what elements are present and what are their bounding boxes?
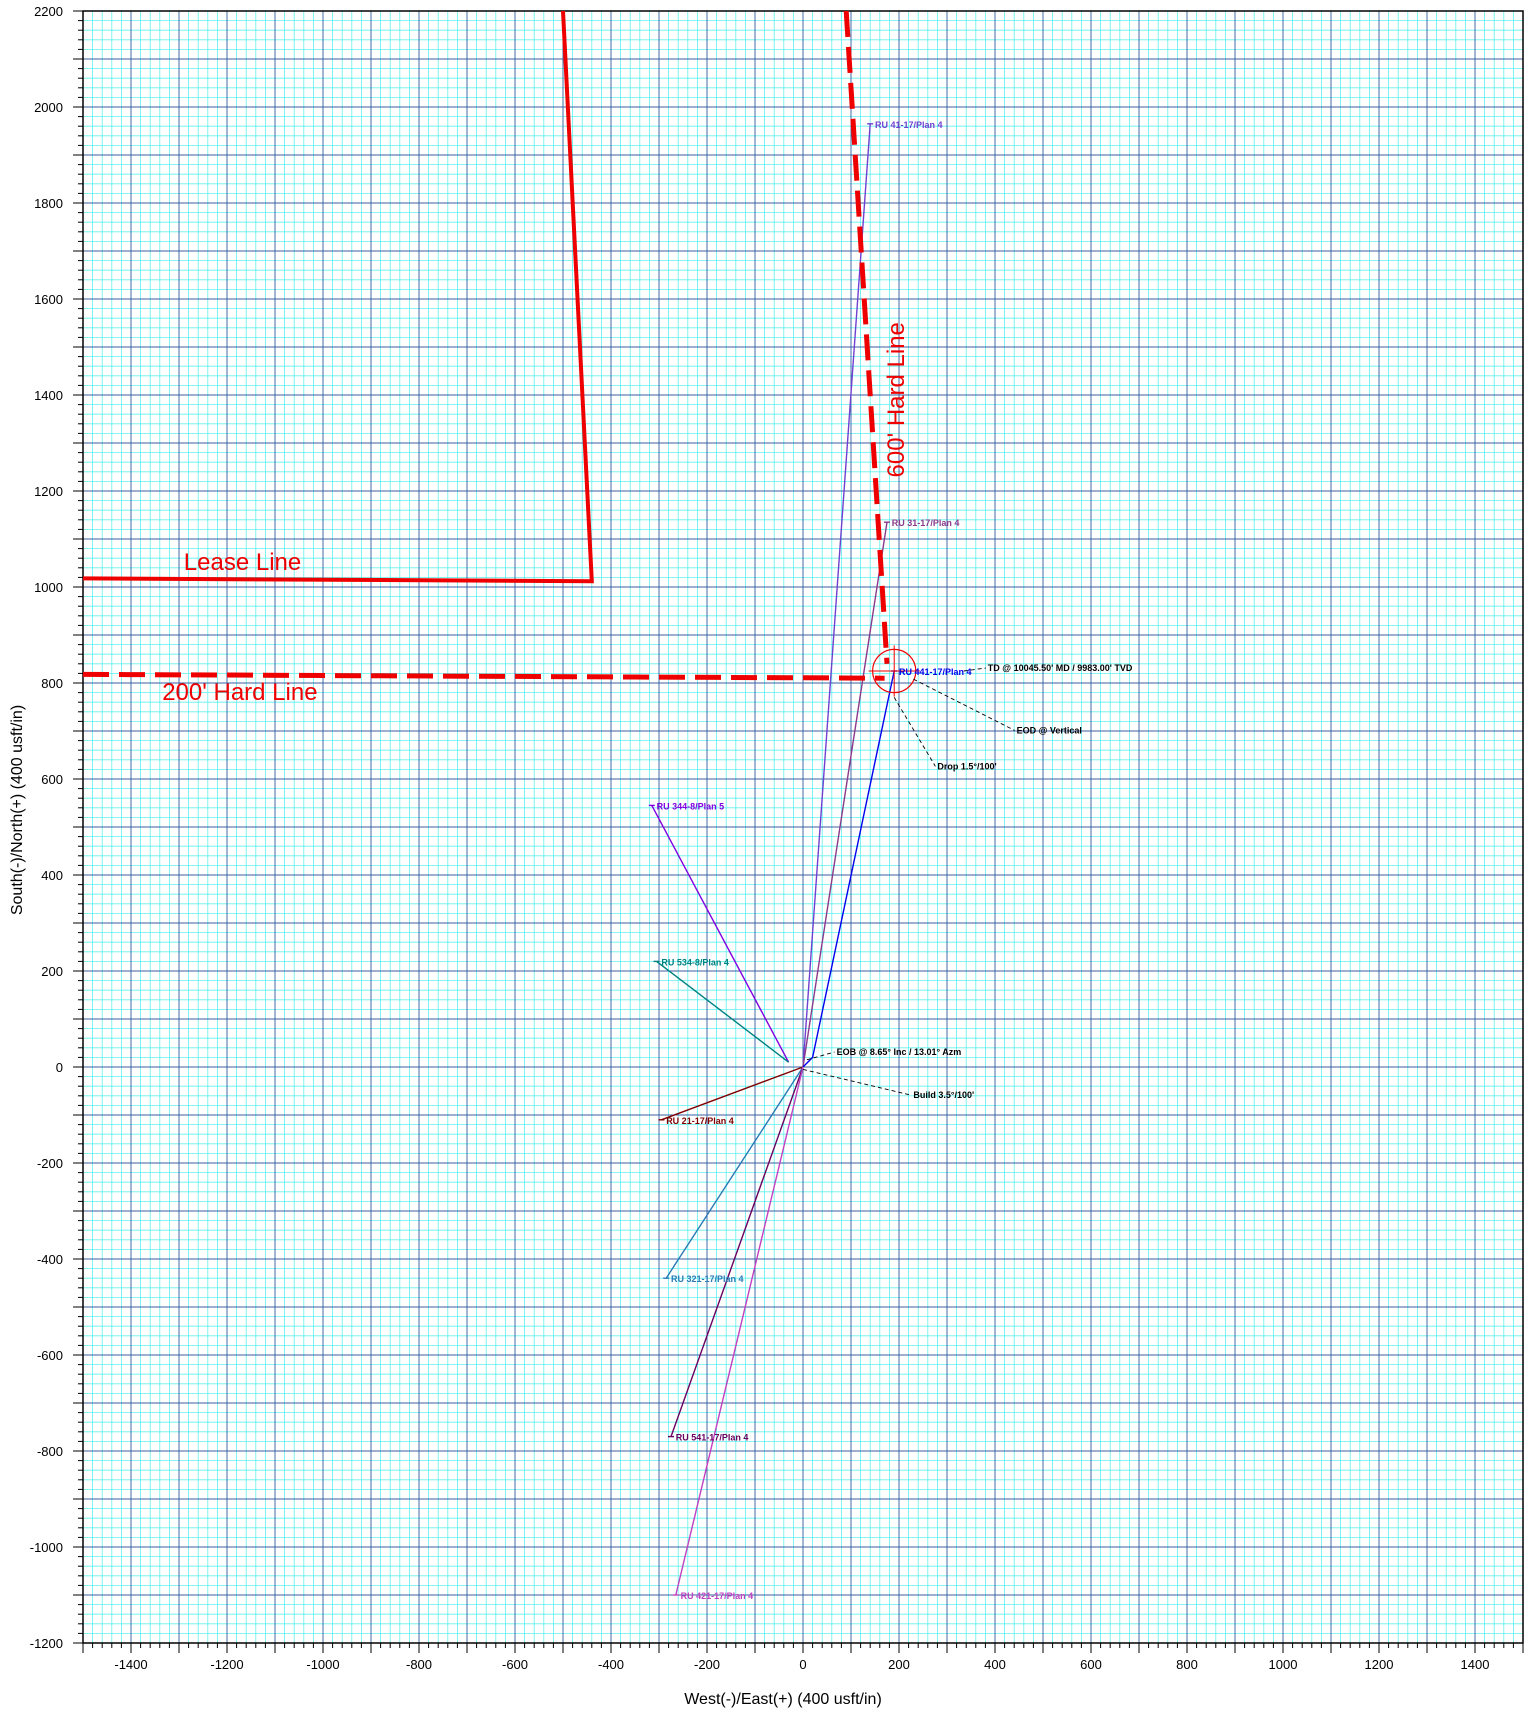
y-tick-label: 600 xyxy=(41,772,63,787)
y-tick-label: 1200 xyxy=(34,484,63,499)
y-tick-label: -400 xyxy=(37,1252,63,1267)
boundary-label: 600' Hard Line xyxy=(883,322,910,477)
x-axis-title: West(-)/East(+) (400 usft/in) xyxy=(684,1691,882,1708)
annotation-label: Build 3.5°/100' xyxy=(913,1090,974,1100)
y-tick-label: 1600 xyxy=(34,292,63,307)
y-tick-label: -800 xyxy=(37,1444,63,1459)
annotation-label: EOD @ Vertical xyxy=(1017,725,1082,735)
y-tick-label: 0 xyxy=(56,1060,63,1075)
x-tick-label: 400 xyxy=(984,1657,1006,1672)
y-tick-label: 1800 xyxy=(34,196,63,211)
boundary-label: Lease Line xyxy=(184,549,301,576)
well-label: RU 534-8/Plan 4 xyxy=(661,957,729,967)
y-axis-title: South(-)/North(+) (400 usft/in) xyxy=(9,705,26,915)
y-tick-label: 200 xyxy=(41,964,63,979)
y-tick-label: 400 xyxy=(41,868,63,883)
well-label: RU 441-17/Plan 4 xyxy=(899,667,972,677)
x-tick-label: -800 xyxy=(406,1657,432,1672)
x-tick-label: -1200 xyxy=(210,1657,243,1672)
well-label: RU 31-17/Plan 4 xyxy=(892,518,960,528)
x-tick-label: 1200 xyxy=(1365,1657,1394,1672)
well-label: RU 21-17/Plan 4 xyxy=(666,1116,734,1126)
y-tick-label: 2200 xyxy=(34,4,63,19)
well-label: RU 41-17/Plan 4 xyxy=(875,120,943,130)
boundary-label: 200' Hard Line xyxy=(162,679,317,706)
well-label: RU 344-8/Plan 5 xyxy=(657,801,725,811)
x-tick-label: 1000 xyxy=(1269,1657,1298,1672)
y-tick-label: 800 xyxy=(41,676,63,691)
annotation-label: EOB @ 8.65° Inc / 13.01° Azm xyxy=(837,1047,962,1057)
well-label: RU 321-17/Plan 4 xyxy=(671,1274,744,1284)
y-tick-label: 2000 xyxy=(34,100,63,115)
x-tick-label: 200 xyxy=(888,1657,910,1672)
y-tick-label: -1000 xyxy=(30,1540,63,1555)
y-tick-label: 1000 xyxy=(34,580,63,595)
x-tick-label: -1400 xyxy=(114,1657,147,1672)
well-label: RU 541-17/Plan 4 xyxy=(676,1433,749,1443)
y-tick-label: -1200 xyxy=(30,1636,63,1651)
x-tick-label: -200 xyxy=(694,1657,720,1672)
x-tick-label: -1000 xyxy=(306,1657,339,1672)
y-tick-label: -200 xyxy=(37,1156,63,1171)
annotation-label: Drop 1.5°/100' xyxy=(937,761,996,771)
x-tick-label: -400 xyxy=(598,1657,624,1672)
x-tick-label: 1400 xyxy=(1461,1657,1490,1672)
x-tick-label: -600 xyxy=(502,1657,528,1672)
x-tick-label: 0 xyxy=(799,1657,806,1672)
x-tick-label: 800 xyxy=(1176,1657,1198,1672)
well-label: RU 421-17/Plan 4 xyxy=(681,1591,754,1601)
y-tick-label: 1400 xyxy=(34,388,63,403)
y-tick-label: -600 xyxy=(37,1348,63,1363)
x-tick-label: 600 xyxy=(1080,1657,1102,1672)
annotation-label: TD @ 10045.50' MD / 9983.00' TVD xyxy=(988,663,1133,673)
